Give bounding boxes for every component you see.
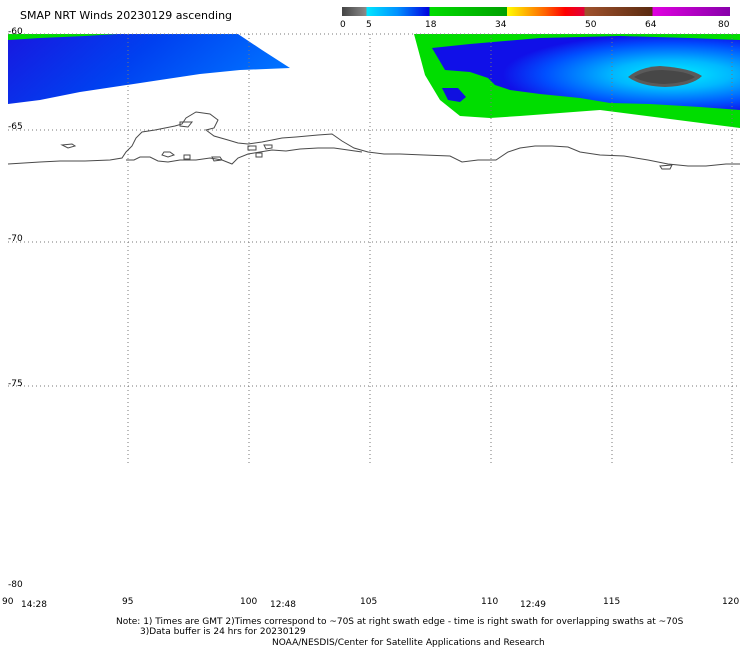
- lon-label-90: 90: [2, 597, 14, 607]
- lat-label-80: -80: [8, 580, 23, 590]
- colorbar-label-18: 18: [425, 20, 437, 30]
- lat-label-75: -75: [8, 379, 23, 389]
- coastline: [7, 111, 740, 170]
- lat-label-60: -60: [8, 27, 23, 37]
- note-line-3: NOAA/NESDIS/Center for Satellite Applica…: [272, 638, 545, 648]
- swath-time-2: 12:48: [270, 600, 296, 610]
- note-line-1: Note: 1) Times are GMT 2)Times correspon…: [116, 617, 684, 627]
- colorbar: [342, 7, 730, 16]
- lon-label-120: 120: [722, 597, 740, 607]
- lon-label-110: 110: [481, 597, 499, 607]
- lat-label-65: -65: [8, 122, 23, 132]
- swath-time-1: 14:28: [21, 600, 47, 610]
- lat-label-70: -70: [8, 234, 23, 244]
- lon-label-115: 115: [603, 597, 621, 607]
- colorbar-label-64: 64: [645, 20, 657, 30]
- colorbar-label-34: 34: [495, 20, 507, 30]
- note-line-2: 3)Data buffer is 24 hrs for 20230129: [140, 627, 306, 637]
- colorbar-label-5: 5: [366, 20, 372, 30]
- lon-label-95: 95: [122, 597, 134, 607]
- wind-swath-right: [414, 34, 740, 128]
- lon-label-105: 105: [360, 597, 378, 607]
- lon-label-100: 100: [240, 597, 258, 607]
- colorbar-label-80: 80: [718, 20, 730, 30]
- colorbar-label-50: 50: [585, 20, 597, 30]
- map-title: SMAP NRT Winds 20230129 ascending: [20, 9, 233, 22]
- wind-swath-left: [8, 34, 290, 104]
- colorbar-label-0: 0: [340, 20, 346, 30]
- swath-time-3: 12:49: [520, 600, 546, 610]
